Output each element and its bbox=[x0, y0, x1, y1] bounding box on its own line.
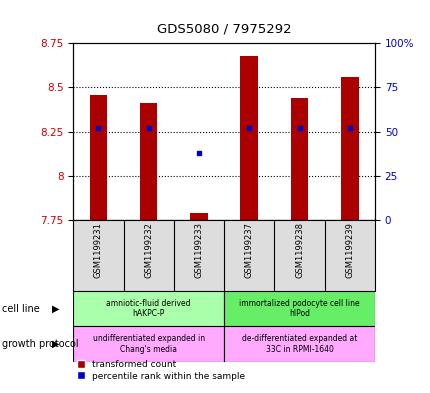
Text: GSM1199237: GSM1199237 bbox=[244, 222, 253, 278]
Text: ▶: ▶ bbox=[52, 303, 59, 314]
Text: GSM1199238: GSM1199238 bbox=[295, 222, 303, 278]
Bar bbox=[89, 94, 107, 220]
Text: GSM1199232: GSM1199232 bbox=[144, 222, 153, 278]
Text: GSM1199239: GSM1199239 bbox=[344, 222, 353, 278]
Bar bbox=[190, 213, 207, 220]
Text: GSM1199231: GSM1199231 bbox=[94, 222, 103, 278]
Text: amniotic-fluid derived
hAKPC-P: amniotic-fluid derived hAKPC-P bbox=[106, 299, 190, 318]
Bar bbox=[340, 77, 358, 220]
Bar bbox=[73, 291, 224, 326]
Text: GDS5080 / 7975292: GDS5080 / 7975292 bbox=[157, 22, 291, 35]
Bar bbox=[240, 55, 258, 220]
Bar bbox=[140, 103, 157, 220]
Bar bbox=[224, 291, 374, 326]
Text: GSM1199233: GSM1199233 bbox=[194, 222, 203, 278]
Text: ▶: ▶ bbox=[52, 339, 59, 349]
Legend: transformed count, percentile rank within the sample: transformed count, percentile rank withi… bbox=[77, 360, 245, 381]
Bar bbox=[73, 326, 224, 362]
Text: cell line: cell line bbox=[2, 303, 40, 314]
Text: de-differentiated expanded at
33C in RPMI-1640: de-differentiated expanded at 33C in RPM… bbox=[241, 334, 356, 354]
Text: immortalized podocyte cell line
hIPod: immortalized podocyte cell line hIPod bbox=[239, 299, 359, 318]
Bar bbox=[224, 326, 374, 362]
Bar bbox=[290, 98, 307, 220]
Text: growth protocol: growth protocol bbox=[2, 339, 79, 349]
Text: undifferentiated expanded in
Chang's media: undifferentiated expanded in Chang's med… bbox=[92, 334, 204, 354]
